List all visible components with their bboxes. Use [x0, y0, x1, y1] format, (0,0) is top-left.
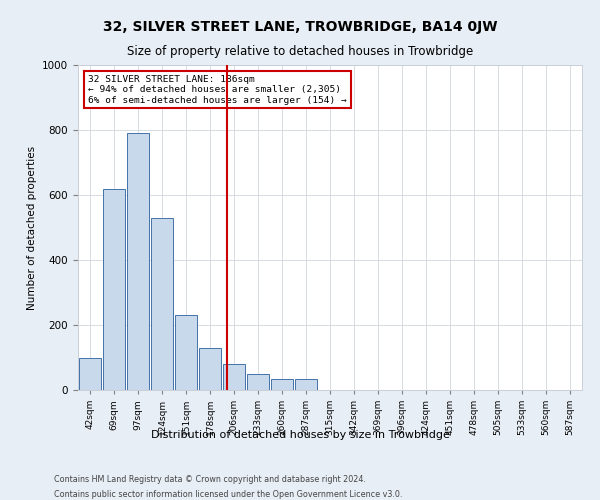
Text: 32 SILVER STREET LANE: 186sqm
← 94% of detached houses are smaller (2,305)
6% of: 32 SILVER STREET LANE: 186sqm ← 94% of d…	[88, 74, 347, 104]
Bar	[271, 378, 293, 390]
Bar	[79, 358, 101, 390]
Bar	[103, 188, 125, 390]
Text: 32, SILVER STREET LANE, TROWBRIDGE, BA14 0JW: 32, SILVER STREET LANE, TROWBRIDGE, BA14…	[103, 20, 497, 34]
Bar	[223, 364, 245, 390]
Bar	[295, 378, 317, 390]
Bar	[175, 316, 197, 390]
Text: Contains public sector information licensed under the Open Government Licence v3: Contains public sector information licen…	[54, 490, 403, 499]
Text: Distribution of detached houses by size in Trowbridge: Distribution of detached houses by size …	[151, 430, 449, 440]
Y-axis label: Number of detached properties: Number of detached properties	[26, 146, 37, 310]
Bar	[247, 374, 269, 390]
Bar	[199, 348, 221, 390]
Text: Contains HM Land Registry data © Crown copyright and database right 2024.: Contains HM Land Registry data © Crown c…	[54, 475, 366, 484]
Text: Size of property relative to detached houses in Trowbridge: Size of property relative to detached ho…	[127, 45, 473, 58]
Bar	[127, 133, 149, 390]
Bar	[151, 218, 173, 390]
